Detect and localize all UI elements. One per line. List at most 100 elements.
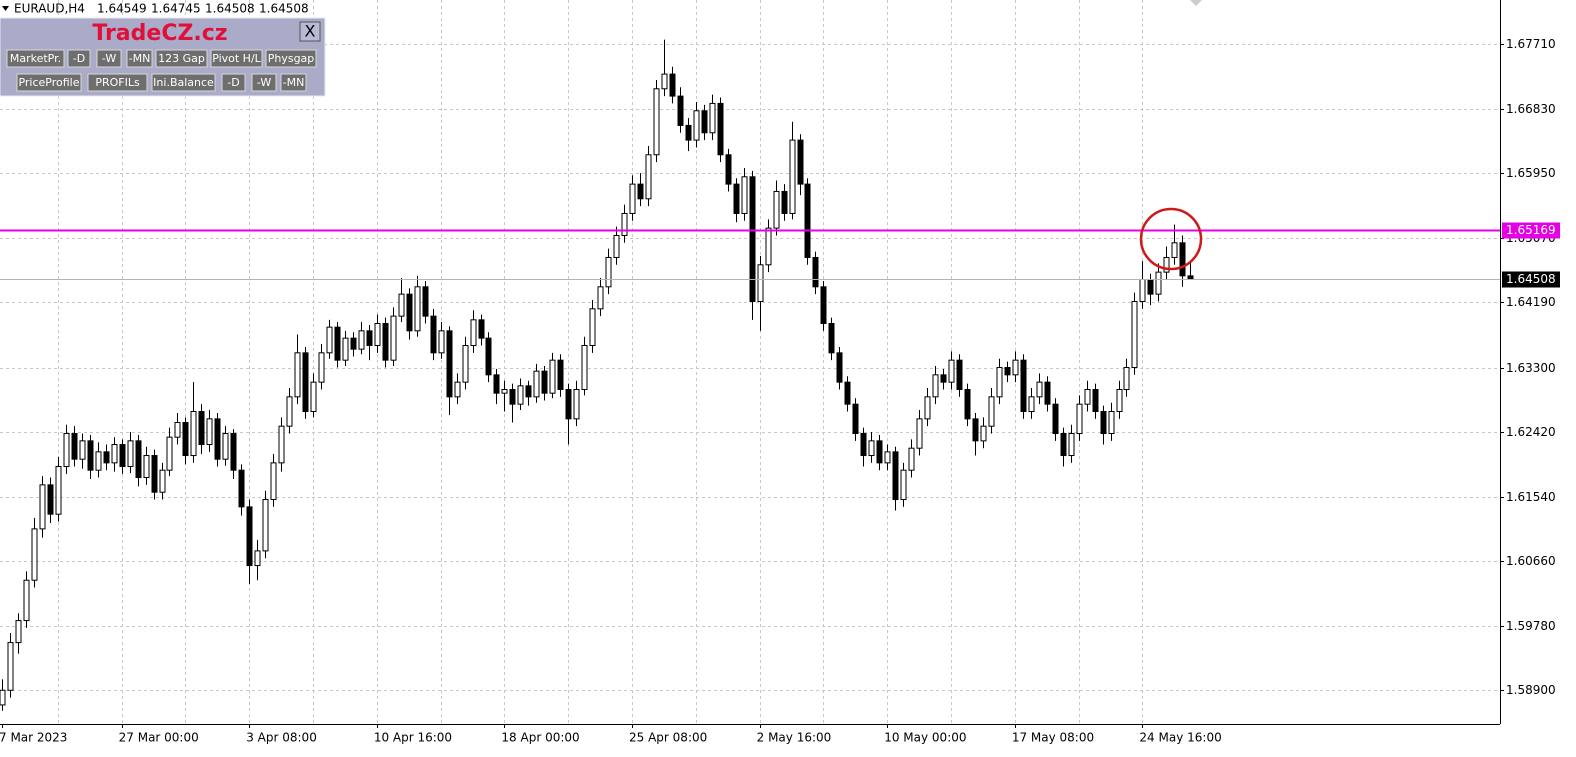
candle-body (940, 374, 947, 383)
button-label[interactable]: Physgap (268, 52, 315, 65)
button-bg[interactable] (6, 49, 65, 68)
candle-body (382, 322, 389, 361)
candle-body (446, 330, 453, 398)
panel-button[interactable]: MarketPr. (6, 49, 65, 68)
candle-body (1044, 381, 1051, 405)
candle-body (789, 139, 796, 214)
candle-body (597, 286, 604, 310)
candle-body (119, 444, 126, 468)
candle-body (868, 440, 875, 457)
button-bg[interactable] (210, 49, 263, 68)
candle-body (565, 389, 572, 420)
candle-body (1179, 242, 1186, 277)
button-label[interactable]: PROFILs (95, 76, 140, 89)
panel-button[interactable]: -D (221, 73, 246, 92)
candle-body (190, 411, 197, 457)
candle-body (1187, 275, 1194, 280)
panel-button[interactable]: -W (251, 73, 277, 92)
button-label[interactable]: Ini.Balance (153, 76, 214, 89)
button-label[interactable]: -MN (283, 76, 305, 89)
x-tick-label: 17 May 08:00 (1012, 731, 1094, 745)
panel-button[interactable]: -W (96, 49, 122, 68)
candle-body (876, 440, 883, 464)
y-tick-label: 1.58900 (1506, 683, 1556, 697)
candle-body (613, 234, 620, 258)
symbol: EURAUD,H4 (14, 2, 85, 16)
button-bg[interactable] (221, 73, 246, 92)
button-label[interactable]: -W (102, 52, 117, 65)
candle-body (549, 359, 556, 394)
candle-body (55, 466, 62, 515)
button-bg[interactable] (96, 49, 122, 68)
button-label[interactable]: -D (73, 52, 85, 65)
button-bg[interactable] (265, 49, 317, 68)
candle-body (63, 433, 70, 468)
candle-body (71, 433, 78, 460)
candle-body (39, 484, 46, 530)
button-bg[interactable] (87, 73, 148, 92)
candle-body (422, 286, 429, 317)
candle-body (318, 352, 325, 383)
candle-body (103, 451, 110, 464)
candle-body (621, 212, 628, 236)
candle-body (1116, 389, 1123, 413)
x-tick-label: 18 Apr 00:00 (501, 731, 579, 745)
panel-button[interactable]: Pivot H/L (210, 49, 263, 68)
candle-body (581, 344, 588, 391)
panel-button[interactable]: PriceProfile (16, 73, 82, 92)
button-label[interactable]: -MN (129, 52, 151, 65)
panel-button[interactable]: Physgap (265, 49, 317, 68)
button-label[interactable]: PriceProfile (18, 76, 79, 89)
close: 1.64508 (259, 2, 309, 16)
panel-button[interactable]: PROFILs (87, 73, 148, 92)
candle-body (1100, 411, 1107, 435)
candle-body (310, 381, 317, 413)
panel-button[interactable]: -MN (126, 49, 153, 68)
button-bg[interactable] (67, 49, 91, 68)
button-label[interactable]: Pivot H/L (212, 52, 261, 65)
button-bg[interactable] (280, 73, 307, 92)
candle-body (717, 102, 724, 156)
candle-body (781, 190, 788, 214)
candle-body (414, 286, 421, 332)
candle-body (709, 102, 716, 134)
candle-body (31, 528, 38, 581)
candle-body (677, 95, 684, 126)
open: 1.64549 (97, 2, 147, 16)
y-tick-label: 1.59780 (1506, 619, 1556, 633)
low: 1.64508 (205, 2, 255, 16)
panel-button[interactable]: 123 Gap (155, 49, 208, 68)
candle-body (629, 183, 636, 214)
candle-body (1131, 300, 1138, 369)
candle-body (1147, 278, 1154, 295)
panel-button[interactable]: -MN (280, 73, 307, 92)
button-label[interactable]: 123 Gap (158, 52, 205, 65)
button-bg[interactable] (16, 73, 82, 92)
button-label[interactable]: MarketPr. (10, 52, 61, 65)
y-tick-label: 1.63300 (1506, 361, 1556, 375)
candle-body (374, 322, 381, 346)
candle-body (980, 425, 987, 442)
candle-body (964, 389, 971, 420)
candle-body (645, 154, 652, 200)
candle-body (749, 176, 756, 302)
button-bg[interactable] (251, 73, 277, 92)
panel-button[interactable]: -D (67, 49, 91, 68)
highlight-circle (1139, 207, 1203, 271)
button-bg[interactable] (126, 49, 153, 68)
button-bg[interactable] (155, 49, 208, 68)
candle-body (956, 359, 963, 391)
button-bg[interactable] (151, 73, 216, 92)
panel-button[interactable]: Ini.Balance (151, 73, 216, 92)
x-tick-label: 24 May 16:00 (1139, 731, 1221, 745)
candle-body (1076, 403, 1083, 435)
close-button[interactable] (299, 21, 321, 42)
candle-body (350, 337, 357, 350)
candle-body (509, 389, 516, 405)
panel: TradeCZ.cz X MarketPr. -D -W -MN 123 Gap Pivo… (0, 17, 326, 97)
button-label[interactable]: -D (227, 76, 239, 89)
candle-body (478, 319, 485, 339)
y-tick-label: 1.64190 (1506, 295, 1556, 309)
close-label[interactable]: X (305, 22, 316, 41)
button-label[interactable]: -W (257, 76, 272, 89)
